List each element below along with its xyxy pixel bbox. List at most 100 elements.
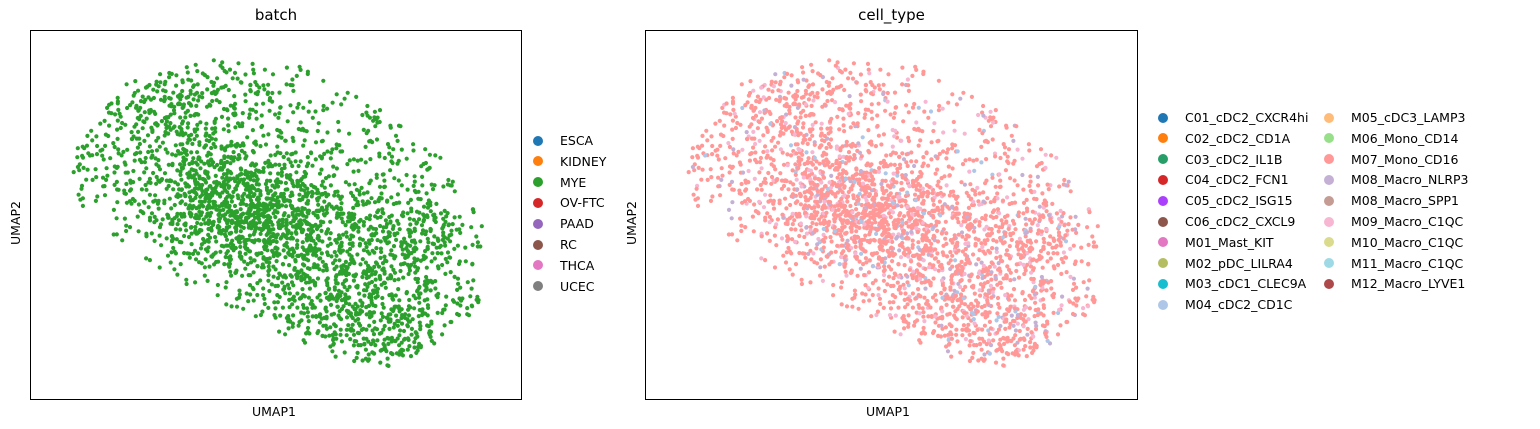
scatter-point [218,63,223,68]
scatter-point [905,163,910,169]
scatter-point [922,109,927,114]
scatter-point [278,151,283,156]
scatter-point [270,90,275,96]
scatter-point [324,326,329,331]
scatter-point [879,181,884,187]
scatter-point [308,279,313,284]
scatter-point [934,219,939,224]
scatter-point [289,235,294,240]
scatter-point [967,332,972,337]
scatter-point [238,244,243,249]
scatter-point [339,102,344,107]
scatter-point [195,69,200,74]
scatter-point [124,82,129,87]
scatter-point [810,122,815,127]
scatter-point [793,211,799,217]
scatter-point [835,167,840,172]
scatter-point [805,141,810,146]
scatter-point [75,146,80,151]
scatter-point [203,180,209,185]
scatter-point [184,152,189,157]
scatter-point [294,212,299,217]
scatter-point [975,327,980,332]
scatter-point [1068,215,1073,220]
scatter-point [307,233,313,238]
scatter-point [929,157,934,162]
scatter-point [921,325,926,331]
scatter-point [340,220,345,225]
scatter-point [284,220,289,225]
scatter-point [251,178,256,183]
scatter-point [466,313,472,318]
scatter-point [375,238,380,243]
scatter-point [192,137,197,142]
scatter-point [262,296,267,301]
scatter-point [351,343,356,348]
scatter-point [808,248,813,253]
scatter-point [347,302,352,307]
scatter-point [430,280,435,285]
scatter-point [114,232,119,237]
scatter-point [233,179,238,184]
scatter-point [281,195,287,200]
scatter-point [283,223,288,228]
scatter-point [382,155,387,161]
scatter-point [851,121,856,126]
scatter-point [798,115,803,120]
scatter-point [193,62,198,67]
scatter-point [411,148,416,153]
scatter-point [223,217,228,222]
scatter-point [102,193,108,198]
scatter-point [178,97,183,102]
scatter-point [463,259,468,264]
scatter-point [718,193,723,198]
scatter-point [319,205,325,210]
scatter-point [236,61,241,66]
scatter-point [967,343,972,348]
scatter-point [1012,178,1017,183]
scatter-point [417,320,422,325]
scatter-point [419,223,425,228]
scatter-point [1009,237,1014,242]
scatter-point [750,214,755,219]
scatter-point [405,347,410,352]
scatter-point [116,107,121,112]
scatter-point [868,229,873,235]
scatter-point [350,322,355,327]
scatter-point [254,251,259,256]
scatter-point [138,113,143,118]
scatter-point [875,113,880,118]
scatter-point [417,307,422,313]
scatter-point [89,128,94,133]
scatter-point [815,210,820,215]
scatter-point [282,211,287,216]
scatter-point [860,135,865,140]
scatter-point [996,229,1001,234]
scatter-point [295,238,300,243]
scatter-point [446,177,451,183]
scatter-point [212,119,217,124]
scatter-point [460,222,465,227]
scatter-point [312,305,317,310]
scatter-point [157,144,162,149]
scatter-point [812,176,818,181]
scatter-point [1061,250,1066,255]
scatter-point [250,128,255,133]
scatter-point [260,262,265,267]
scatter-point [254,102,259,107]
scatter-point [1024,197,1029,202]
scatter-point [349,328,354,333]
legend-color-marker [533,135,543,146]
scatter-point [373,124,378,129]
scatter-point [366,357,372,362]
scatter-point [414,221,419,226]
scatter-point [403,253,408,258]
scatter-point [179,126,184,132]
scatter-point [291,183,296,189]
scatter-point [720,105,725,110]
scatter-point [979,241,984,246]
scatter-point [109,111,114,116]
scatter-point [315,213,320,218]
scatter-point [1027,238,1033,243]
scatter-point [336,233,342,238]
